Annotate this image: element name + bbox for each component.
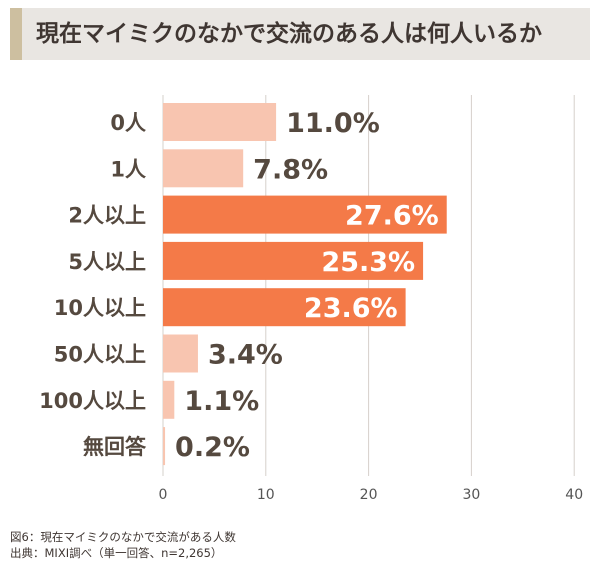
value-label: 27.6% bbox=[345, 201, 439, 232]
value-label: 7.8% bbox=[253, 154, 328, 185]
x-tick-label: 40 bbox=[565, 487, 583, 503]
category-label: 50人以上 bbox=[54, 343, 146, 367]
category-label: 2人以上 bbox=[68, 204, 146, 228]
x-tick-label: 10 bbox=[257, 487, 275, 503]
x-tick-label: 0 bbox=[159, 487, 168, 503]
bar bbox=[163, 195, 447, 234]
bar bbox=[163, 241, 424, 280]
title-bar: 現在マイミクのなかで交流のある人は何人いるか bbox=[10, 8, 590, 60]
bar bbox=[163, 288, 406, 327]
title-accent bbox=[10, 8, 22, 60]
value-label: 11.0% bbox=[286, 108, 380, 139]
figure-caption: 図6：現在マイミクのなかで交流がある人数 bbox=[10, 530, 236, 544]
value-label: 23.6% bbox=[304, 293, 398, 324]
bar bbox=[163, 380, 175, 419]
value-label: 3.4% bbox=[208, 340, 283, 371]
category-label: 1人 bbox=[110, 157, 146, 181]
category-label: 無回答 bbox=[83, 435, 147, 459]
bar bbox=[163, 149, 244, 188]
value-label: 25.3% bbox=[321, 247, 415, 278]
x-tick-label: 20 bbox=[360, 487, 378, 503]
category-label: 100人以上 bbox=[39, 389, 146, 413]
source-note: 出典：MIXI調べ（単一回答、n=2,265） bbox=[10, 546, 223, 560]
x-tick-label: 30 bbox=[462, 487, 480, 503]
value-label: 0.2% bbox=[175, 432, 250, 463]
chart-title: 現在マイミクのなかで交流のある人は何人いるか bbox=[36, 21, 542, 47]
category-label: 0人 bbox=[110, 111, 146, 135]
bar bbox=[163, 103, 277, 141]
category-label: 5人以上 bbox=[68, 250, 146, 274]
bar bbox=[163, 334, 198, 373]
value-label: 1.1% bbox=[184, 386, 259, 417]
category-label: 10人以上 bbox=[54, 296, 146, 320]
bar bbox=[163, 427, 166, 466]
footer: 図6：現在マイミクのなかで交流がある人数 出典：MIXI調べ（単一回答、n=2,… bbox=[10, 529, 236, 561]
